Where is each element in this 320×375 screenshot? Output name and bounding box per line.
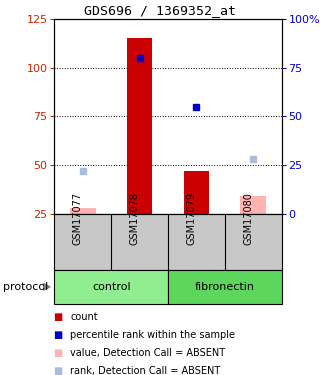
Text: control: control	[92, 282, 131, 292]
Bar	[54, 270, 168, 304]
Bar	[168, 270, 282, 304]
Text: ■: ■	[53, 312, 62, 322]
Text: value, Detection Call = ABSENT: value, Detection Call = ABSENT	[70, 348, 226, 358]
Text: GSM17077: GSM17077	[73, 192, 83, 245]
Text: GSM17079: GSM17079	[187, 192, 196, 245]
Bar	[184, 171, 209, 214]
Text: ■: ■	[53, 330, 62, 340]
Bar	[240, 196, 266, 214]
Text: GDS696 / 1369352_at: GDS696 / 1369352_at	[84, 4, 236, 17]
Text: rank, Detection Call = ABSENT: rank, Detection Call = ABSENT	[70, 366, 221, 375]
Text: GSM17078: GSM17078	[130, 192, 140, 245]
Text: GSM17080: GSM17080	[243, 192, 253, 245]
Text: protocol: protocol	[3, 282, 48, 292]
Text: fibronectin: fibronectin	[195, 282, 255, 292]
Bar	[70, 208, 96, 214]
Text: percentile rank within the sample: percentile rank within the sample	[70, 330, 236, 340]
Text: count: count	[70, 312, 98, 322]
Text: ■: ■	[53, 348, 62, 358]
Bar	[127, 38, 152, 214]
Text: ■: ■	[53, 366, 62, 375]
